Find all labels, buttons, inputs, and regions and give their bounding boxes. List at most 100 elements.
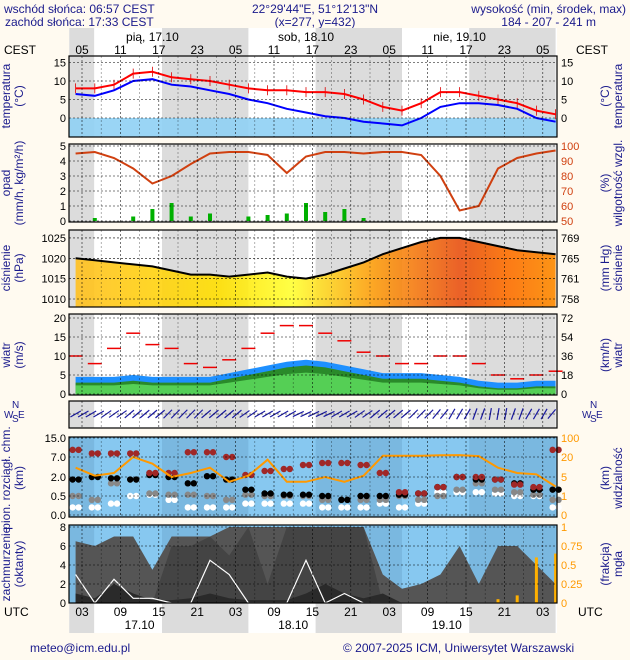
- cloud-layer-dot-darkred: [133, 450, 140, 457]
- visibility-line: [75, 454, 557, 488]
- cloud-layer-dot-black: [113, 475, 121, 482]
- cloud-layer-dot-darkred: [184, 449, 191, 456]
- cloud-layer-dot-darkred: [286, 465, 293, 473]
- wind-axis-title-right: (km/h): [598, 338, 612, 372]
- y-tick-label-right: 90: [561, 156, 573, 168]
- wind-direction-arrow: [163, 409, 173, 419]
- cloud-layer-dot-darkred: [421, 490, 428, 497]
- y-tick-label-right: 0: [561, 113, 567, 125]
- y-tick-label-right: 5: [561, 95, 567, 107]
- cloud-layer-dot-grey: [88, 496, 96, 503]
- cloud-layer-dot-grey: [415, 496, 422, 503]
- cloud-layer-dot-black: [338, 496, 345, 503]
- cloud-layer-dot-darkred: [549, 446, 556, 454]
- wind-direction-arrow: [362, 410, 373, 418]
- night-band: [162, 603, 249, 633]
- fog-bar: [554, 553, 558, 603]
- contact-email-link[interactable]: meteo@icm.edu.pl: [30, 641, 131, 655]
- top-hour-label: 05: [536, 43, 550, 57]
- coordinates: 22°29'44"E, 51°12'13"N: [251, 2, 379, 16]
- wind-axis-title: wiatr: [0, 342, 13, 368]
- bottom-hour-label: 03: [75, 605, 89, 619]
- sunrise: wschód słońca: 06:57 CEST: [4, 2, 155, 16]
- y-tick-label: 0.0: [51, 510, 66, 522]
- compass-label-right: W: [582, 410, 592, 421]
- wind-direction-arrow: [540, 408, 548, 420]
- cloud-layer-dot-white: [363, 504, 370, 511]
- cloud-layer-dot-black: [261, 490, 268, 497]
- cloud-layer-dot-darkred: [209, 449, 217, 456]
- cloud-layer-dot-white: [261, 500, 268, 507]
- cloud-layer-dot-grey: [190, 491, 197, 498]
- y-tick-label-right: 18: [561, 370, 573, 382]
- panel-frame: [68, 400, 558, 429]
- cloud-layer-dot-white: [107, 500, 115, 507]
- pressure-axis-title: ciśnienie: [0, 244, 13, 291]
- top-timezone-left: CEST: [4, 43, 37, 57]
- top-hour-label: 11: [421, 43, 434, 57]
- wind-direction-arrow: [432, 409, 441, 419]
- wind-direction-arrow: [254, 410, 266, 418]
- bottom-day-label: 17.10: [125, 618, 155, 632]
- panel-frame: [68, 229, 558, 308]
- y-tick-label-right: 0: [561, 598, 567, 610]
- top-day-label: nie, 19.10: [433, 30, 486, 44]
- y-tick-label-right: 0: [561, 510, 567, 522]
- cloud-high-line: [75, 558, 556, 603]
- cloud-layer-dot-black: [305, 491, 313, 498]
- cloud-layer-dot-darkred: [69, 446, 76, 454]
- cloud-layer-dot-grey: [242, 491, 249, 498]
- cloud-layer-dot-white: [357, 504, 364, 511]
- cloud-layer-dot-darkred: [363, 461, 370, 469]
- cloud-layer-dot-grey: [171, 491, 178, 498]
- cloud-layer-dot-black: [209, 473, 217, 480]
- y-tick-label-right: 100: [561, 141, 579, 153]
- cloud-layer-dot-darkred: [517, 481, 524, 488]
- wind-direction-arrow: [269, 410, 281, 418]
- wind-direction-arrow: [178, 409, 188, 419]
- y-tick-label: 1: [60, 201, 66, 213]
- cloud-layer-dot-white: [267, 500, 274, 507]
- cloud-layer-dot-darkred: [75, 446, 82, 454]
- humidity-axis-title: wilgotność wzgl.: [611, 140, 625, 228]
- cloud-layer-dot-white: [305, 500, 313, 507]
- y-tick-label-right: 5: [561, 472, 567, 484]
- wind-direction-arrow: [331, 410, 343, 418]
- y-tick-label: 20: [54, 313, 66, 325]
- wind-direction-arrow: [147, 409, 158, 419]
- y-tick-label-right: 80: [561, 171, 573, 183]
- cloudiness-axis-title: zachmurzenie: [0, 526, 13, 601]
- cloud-layer-dot-darkred: [113, 450, 121, 457]
- y-tick-label: 2: [60, 186, 66, 198]
- cloud-layer-dot-white: [280, 500, 287, 507]
- cloud-layer-dot-darkred: [171, 469, 178, 477]
- precip-axis-title: (mm/h, kg/m²/h): [12, 141, 26, 226]
- y-tick-label: 10: [54, 351, 66, 363]
- wind-direction-arrow: [170, 409, 181, 419]
- bottom-hour-label: 21: [344, 605, 358, 619]
- top-hour-label: 17: [152, 43, 166, 57]
- y-tick-label: 2: [60, 579, 66, 591]
- cloud-layer-dot-black: [184, 480, 191, 487]
- y-tick-label-right: 54: [561, 332, 573, 344]
- cloud-layer-dot-darkred: [325, 459, 332, 467]
- y-tick-label: 4: [60, 560, 66, 572]
- night-band: [315, 28, 402, 56]
- cloud-layer-dot-grey: [146, 490, 153, 497]
- precip-bar: [150, 209, 155, 221]
- temp-mean-line: [75, 78, 556, 127]
- y-tick-label-right: 0.75: [561, 541, 582, 553]
- bottom-hour-label: 15: [152, 605, 166, 619]
- wind-direction-arrow: [370, 409, 381, 419]
- cloud-layer-dot-darkred: [415, 490, 422, 497]
- cloud-layer-dot-darkred: [146, 469, 153, 477]
- precip-bar: [169, 203, 174, 221]
- wind-direction-arrow: [354, 410, 366, 418]
- cloud-layer-dot-white: [223, 504, 230, 511]
- y-tick-label: 0: [60, 216, 66, 228]
- elevation-values: 184 - 207 - 241 m: [501, 15, 597, 29]
- cloud-layer-dot-black: [69, 476, 76, 483]
- cloud-layer-dot-darkred: [434, 483, 441, 491]
- below-freezing-zone: [69, 118, 557, 137]
- cloud-layer-dot-darkred: [511, 481, 518, 488]
